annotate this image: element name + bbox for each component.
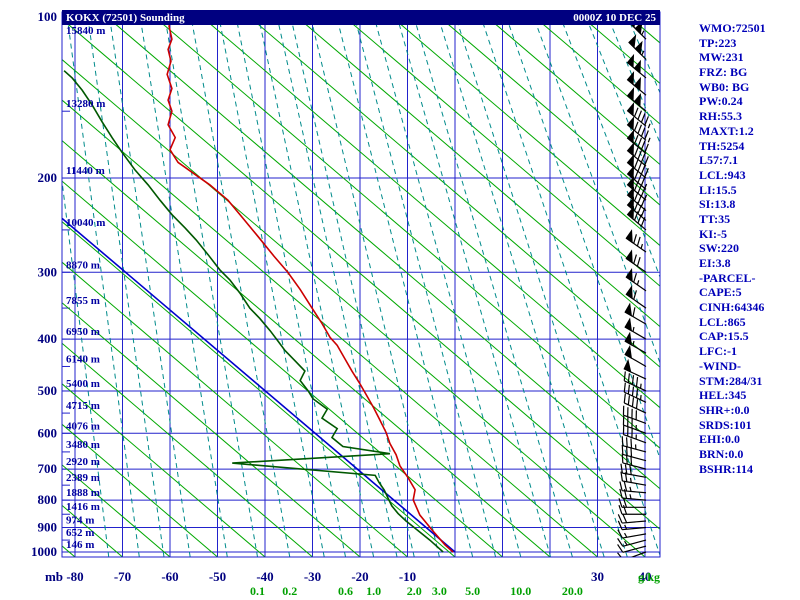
stats-line: WB0: BG — [699, 79, 750, 94]
height-label: 6950 m — [66, 326, 100, 338]
temp-tick-label: -20 — [351, 569, 368, 584]
pressure-axis-unit: mb — [45, 569, 63, 584]
pressure-tick-label: 600 — [38, 425, 58, 440]
dry-adiabat-lines — [62, 12, 660, 557]
stats-line: RH:55.3 — [699, 109, 742, 124]
pressure-tick-label: 100 — [38, 9, 58, 24]
window-datetime: 0000Z 10 DEC 25 — [573, 11, 656, 24]
stats-line: MAXT:1.2 — [699, 123, 754, 138]
stats-line: LI:15.5 — [699, 182, 737, 197]
stats-line: MW:231 — [699, 50, 744, 65]
stats-line: CINH:64346 — [699, 300, 765, 315]
stats-line: TH:5254 — [699, 138, 745, 153]
height-label: 4076 m — [66, 420, 100, 432]
stats-line: SI:13.8 — [699, 197, 736, 212]
mixing-ratio-label: 2.0 — [407, 584, 422, 598]
stats-line: LCL:865 — [699, 314, 746, 329]
pressure-tick-label: 1000 — [31, 544, 57, 559]
stats-line: LCL:943 — [699, 167, 746, 182]
height-label: 1416 m — [66, 501, 100, 513]
height-label: 6140 m — [66, 353, 100, 365]
stats-line: FRZ: BG — [699, 65, 748, 80]
stats-line: BSHR:114 — [699, 461, 754, 476]
stats-panel: WMO:72501 TP:223 MW:231 FRZ: BG WB0: BG PW:0.… — [699, 21, 766, 476]
stats-line: TT:35 — [699, 211, 731, 226]
mixing-ratio-label: 0.1 — [250, 584, 265, 598]
mixing-ratio-label: 5.0 — [465, 584, 480, 598]
temp-tick-label: 40 — [639, 569, 652, 584]
height-label: 1888 m — [66, 487, 100, 499]
stats-line: -PARCEL- — [699, 270, 756, 285]
stats-line: SW:220 — [699, 241, 740, 256]
mixing-ratio-label: 10.0 — [510, 584, 531, 598]
height-label: 7855 m — [66, 295, 100, 307]
stats-line: WMO:72501 — [699, 21, 766, 35]
temp-tick-label: -40 — [256, 569, 273, 584]
temp-tick-label: -70 — [114, 569, 131, 584]
mixing-ratio-label: 1.0 — [366, 584, 381, 598]
height-label: 4715 m — [66, 400, 100, 412]
height-label: 652 m — [66, 527, 94, 539]
height-label: 974 m — [66, 515, 94, 527]
stats-line: EI:3.8 — [699, 256, 731, 270]
height-label: 2389 m — [66, 472, 100, 484]
stats-line: EHI:0.0 — [699, 432, 741, 447]
mixing-ratio-label: 0.2 — [282, 584, 297, 598]
pressure-temp-grid — [62, 12, 660, 557]
pressure-tick-label: 900 — [38, 520, 58, 535]
height-label: 11440 m — [66, 165, 105, 177]
mixing-ratio-label: 20.0 — [562, 584, 583, 598]
temp-tick-label: -80 — [66, 569, 83, 584]
height-label: 15840 m — [66, 25, 105, 37]
temp-tick-label: -60 — [161, 569, 178, 584]
stats-line: L57:7.1 — [699, 153, 738, 168]
height-label: 13280 m — [66, 98, 105, 110]
stats-line: PW:0.24 — [699, 94, 743, 109]
stats-line: LFC:-1 — [699, 344, 737, 359]
plot-border — [61, 11, 661, 558]
height-label: 5400 m — [66, 378, 100, 390]
wind-barb-column — [617, 12, 651, 557]
stats-line: STM:284/31 — [699, 373, 763, 388]
stats-line: TP:223 — [699, 35, 737, 50]
stats-line: KI:-5 — [699, 226, 727, 241]
stats-line: -WIND- — [699, 358, 741, 373]
pressure-tick-label: 400 — [38, 331, 58, 346]
window-title: KOKX (72501) Sounding — [66, 11, 185, 24]
pressure-tick-label: 300 — [38, 264, 58, 279]
mixing-ratio-unit: g/kg — [638, 570, 660, 584]
axis-labels: 100 200 300 400 500 600 700 800 900 1000 15840 m 13… — [31, 9, 660, 598]
pressure-tick-label: 800 — [38, 492, 58, 507]
pressure-tick-label: 500 — [38, 383, 58, 398]
temp-tick-label: -10 — [399, 569, 416, 584]
mixing-ratio-label: 0.6 — [338, 584, 353, 598]
stats-line: BRN:0.0 — [699, 446, 744, 461]
height-label: 146 m — [66, 539, 94, 551]
mixing-ratio-lines — [62, 12, 660, 557]
height-label: 10040 m — [66, 217, 105, 229]
temp-tick-label: -50 — [209, 569, 226, 584]
title-bar: KOKX (72501) Sounding 0000Z 10 DEC 25 — [62, 10, 660, 25]
pressure-tick-label: 200 — [38, 170, 58, 185]
pressure-tick-label: 700 — [38, 461, 58, 476]
temperature-curve — [166, 16, 454, 553]
height-label: 2920 m — [66, 456, 100, 468]
parcel-line — [62, 217, 456, 553]
temp-tick-label: -30 — [304, 569, 321, 584]
stats-line: CAPE:5 — [699, 285, 742, 300]
stats-line: SRDS:101 — [699, 417, 752, 432]
stats-line: SHR+:0.0 — [699, 402, 750, 417]
mixing-ratio-label: 3.0 — [432, 584, 447, 598]
stats-line: HEL:345 — [699, 388, 747, 403]
temp-tick-label: 30 — [591, 569, 604, 584]
height-label: 3480 m — [66, 439, 100, 451]
height-label: 8870 m — [66, 259, 100, 271]
dewpoint-curve — [63, 70, 444, 553]
stats-line: CAP:15.5 — [699, 329, 749, 344]
